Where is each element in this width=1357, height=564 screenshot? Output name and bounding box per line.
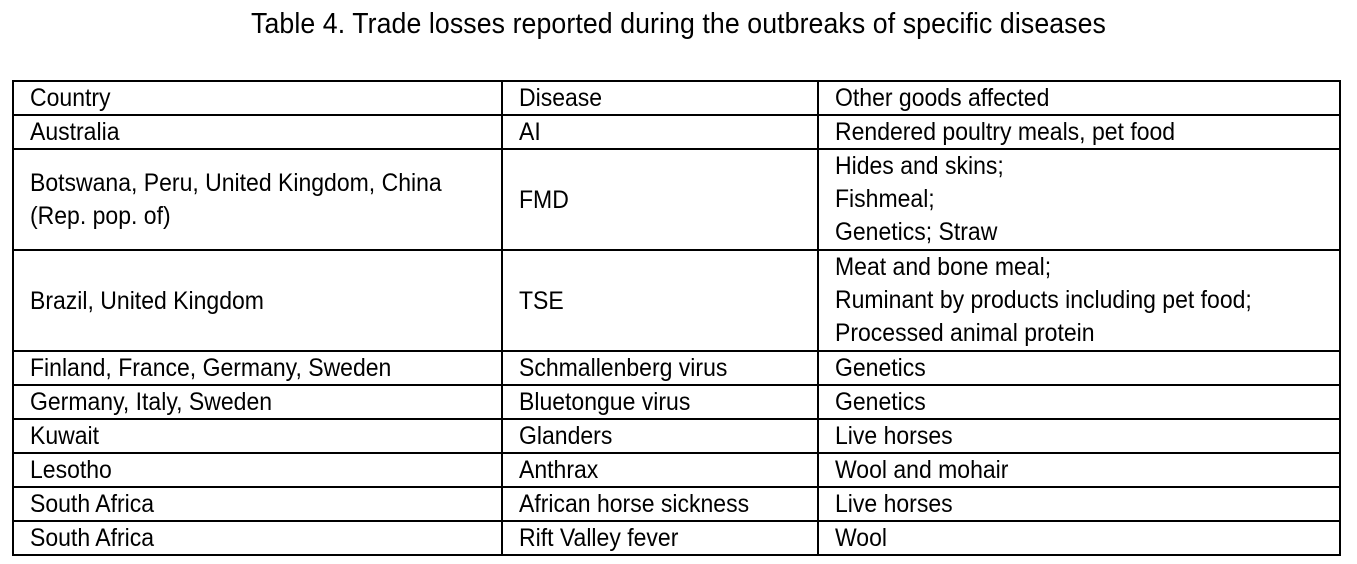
goods-cell: Genetics [817, 350, 1341, 386]
goods-cell: Genetics [817, 384, 1341, 420]
country-cell: Brazil, United Kingdom [12, 249, 503, 352]
table-caption: Table 4. Trade losses reported during th… [54, 4, 1302, 44]
goods-cell: Wool and mohair [817, 452, 1341, 488]
disease-cell: Anthrax [501, 452, 819, 488]
disease-cell: FMD [501, 148, 819, 251]
goods-line: Hides and skins; [835, 152, 1004, 180]
goods-line: Fishmeal; [835, 185, 935, 213]
table-row: Germany, Italy, Sweden Bluetongue virus … [12, 384, 1341, 420]
table-row: Lesotho Anthrax Wool and mohair [12, 452, 1341, 488]
country-line: Botswana, Peru, United Kingdom, China [30, 168, 442, 197]
goods-line: Meat and bone meal; [835, 253, 1052, 281]
disease-cell: Bluetongue virus [501, 384, 819, 420]
country-cell: South Africa [12, 486, 503, 522]
country-cell: Lesotho [12, 452, 503, 488]
country-cell: South Africa [12, 520, 503, 556]
disease-cell: Glanders [501, 418, 819, 454]
country-cell: Kuwait [12, 418, 503, 454]
country-cell: Australia [12, 114, 503, 150]
goods-cell: Meat and bone meal; Ruminant by products… [817, 249, 1341, 352]
header-cell-country: Country [12, 80, 503, 116]
disease-cell: TSE [501, 249, 819, 352]
table-row: South Africa Rift Valley fever Wool [12, 520, 1341, 556]
disease-cell: African horse sickness [501, 486, 819, 522]
table-row: Brazil, United Kingdom TSE Meat and bone… [12, 249, 1341, 352]
table-row: South Africa African horse sickness Live… [12, 486, 1341, 522]
goods-cell: Wool [817, 520, 1341, 556]
goods-line: Ruminant by products including pet food; [835, 286, 1252, 314]
table-row: Australia AI Rendered poultry meals, pet… [12, 114, 1341, 150]
header-cell-goods: Other goods affected [817, 80, 1341, 116]
goods-cell: Live horses [817, 486, 1341, 522]
table-row: Finland, France, Germany, Sweden Schmall… [12, 350, 1341, 386]
disease-cell: Rift Valley fever [501, 520, 819, 556]
table-row: Kuwait Glanders Live horses [12, 418, 1341, 454]
goods-cell: Live horses [817, 418, 1341, 454]
disease-cell: AI [501, 114, 819, 150]
goods-line: Processed animal protein [835, 319, 1095, 347]
country-cell: Germany, Italy, Sweden [12, 384, 503, 420]
disease-cell: Schmallenberg virus [501, 350, 819, 386]
header-cell-disease: Disease [501, 80, 819, 116]
table-row: Botswana, Peru, United Kingdom, China (R… [12, 148, 1341, 251]
table-caption-text: Table 4. Trade losses reported during th… [251, 8, 1106, 40]
country-line: (Rep. pop. of) [30, 201, 171, 230]
goods-line: Genetics; Straw [835, 218, 998, 246]
country-cell: Finland, France, Germany, Sweden [12, 350, 503, 386]
country-cell: Botswana, Peru, United Kingdom, China (R… [12, 148, 503, 251]
trade-losses-table: Country Disease Other goods affected Aus… [12, 80, 1341, 556]
table-header-row: Country Disease Other goods affected [12, 80, 1341, 116]
goods-cell: Rendered poultry meals, pet food [817, 114, 1341, 150]
goods-cell: Hides and skins; Fishmeal; Genetics; Str… [817, 148, 1341, 251]
